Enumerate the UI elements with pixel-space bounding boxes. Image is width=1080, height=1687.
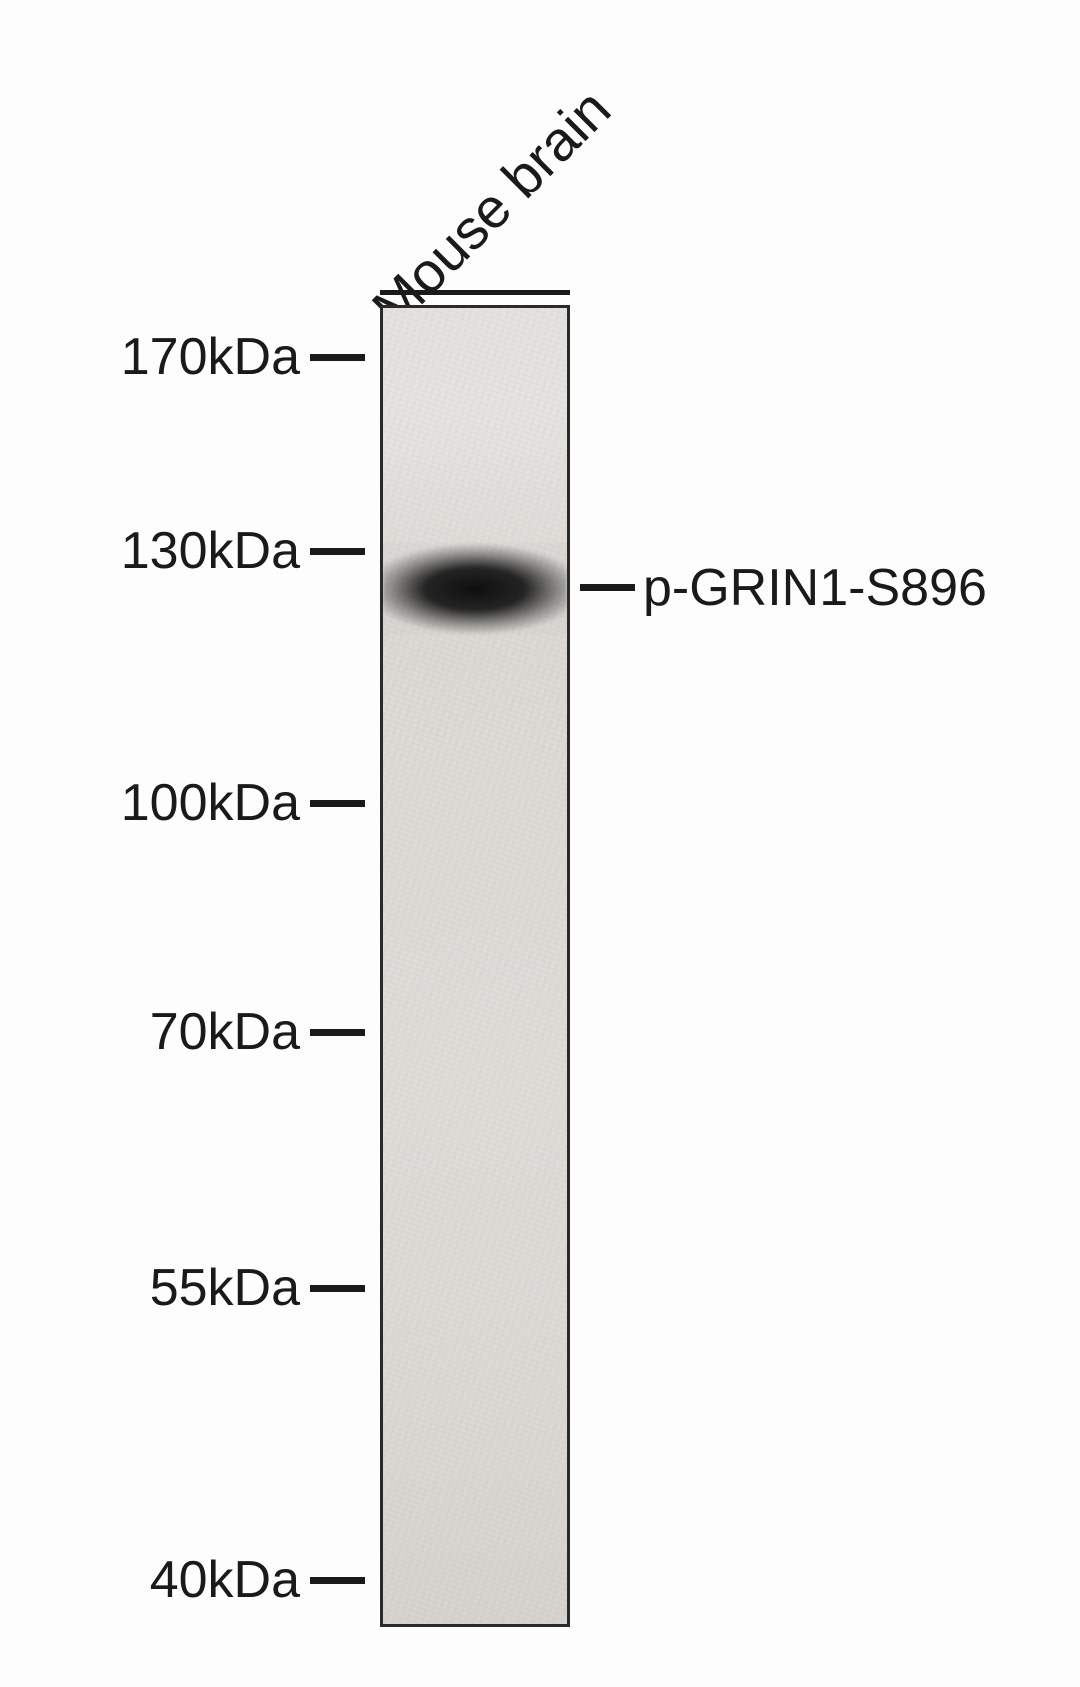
- mw-marker-row: 130kDa: [0, 519, 365, 583]
- gel-lane: [380, 305, 570, 1627]
- band-label-row: p-GRIN1-S896: [580, 558, 987, 618]
- mw-marker-tick: [310, 354, 365, 361]
- mw-marker-label: 130kDa: [121, 521, 310, 581]
- mw-marker-label: 70kDa: [150, 1002, 310, 1062]
- mw-marker-label: 55kDa: [150, 1258, 310, 1318]
- mw-marker-tick: [310, 1029, 365, 1036]
- mw-marker-row: 40kDa: [0, 1548, 365, 1612]
- mw-marker-row: 100kDa: [0, 771, 365, 835]
- mw-marker-tick: [310, 548, 365, 555]
- gel-lane-noise: [383, 308, 567, 1624]
- mw-marker-row: 170kDa: [0, 325, 365, 389]
- lane-label: Mouse brain: [359, 76, 623, 340]
- figure-container: Mouse brain 170kDa 130kDa 100kDa 70kDa 55kDa…: [0, 0, 1080, 1687]
- protein-band: [383, 543, 567, 635]
- mw-marker-label: 170kDa: [121, 327, 310, 387]
- mw-marker-row: 70kDa: [0, 1000, 365, 1064]
- band-tick: [580, 584, 635, 591]
- mw-marker-label: 40kDa: [150, 1550, 310, 1610]
- mw-marker-tick: [310, 800, 365, 807]
- mw-marker-tick: [310, 1577, 365, 1584]
- band-label: p-GRIN1-S896: [643, 558, 987, 618]
- lane-label-underline: [380, 290, 570, 295]
- gel-lane-fill: [383, 308, 567, 1624]
- mw-marker-label: 100kDa: [121, 773, 310, 833]
- mw-marker-row: 55kDa: [0, 1256, 365, 1320]
- mw-marker-tick: [310, 1285, 365, 1292]
